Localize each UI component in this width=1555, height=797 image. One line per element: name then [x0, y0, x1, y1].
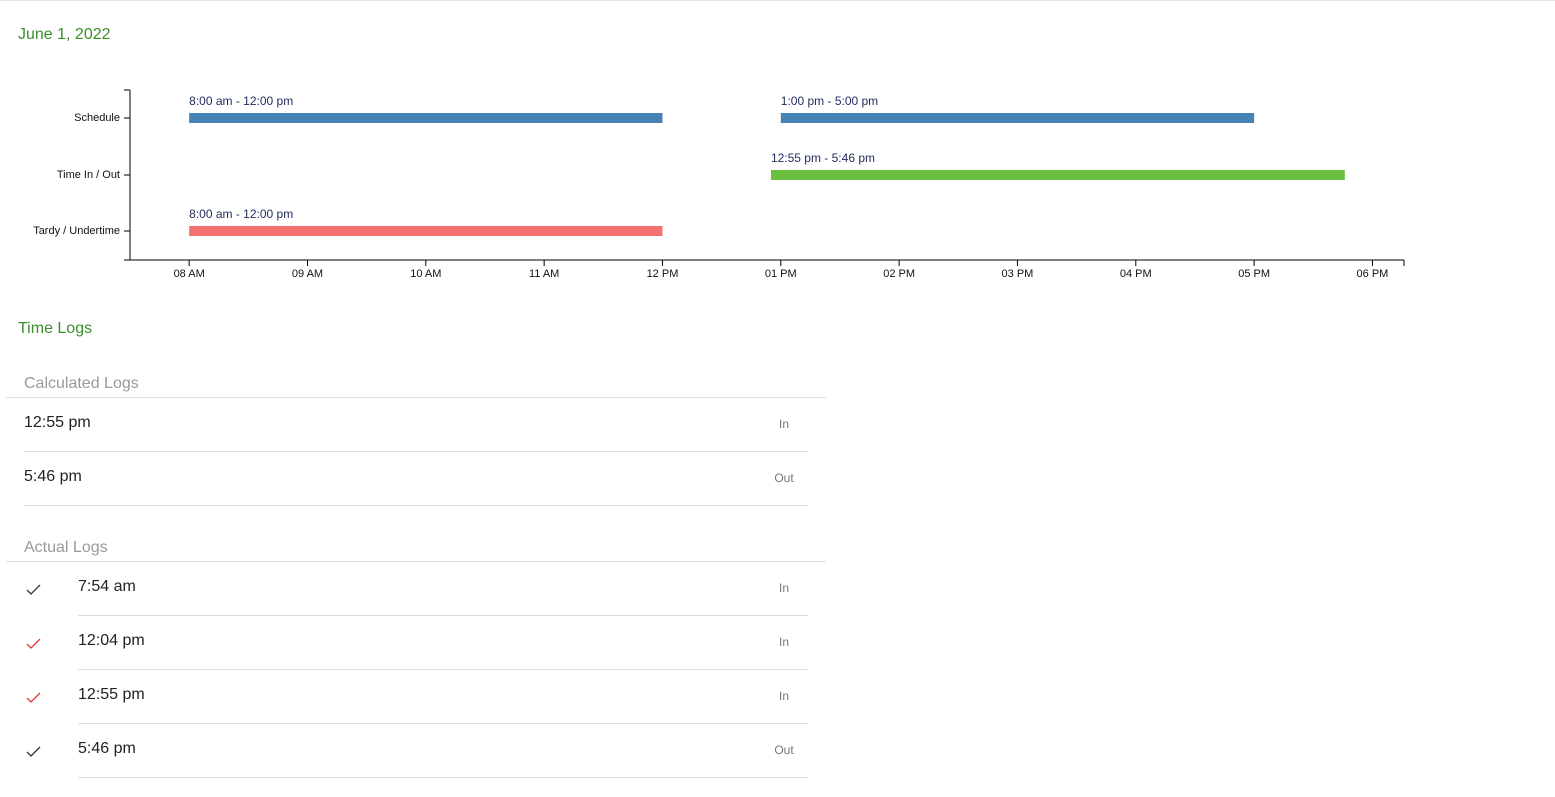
log-time: 5:46 pm — [24, 468, 82, 485]
subsection-title: Calculated Logs — [24, 375, 139, 392]
check — [26, 638, 41, 649]
log-type: In — [778, 689, 789, 703]
bar — [780, 113, 1255, 123]
x-tick-label: 10 AM — [410, 268, 441, 280]
divider — [6, 561, 826, 562]
x-tick-label: 09 AM — [292, 268, 323, 280]
log-time: 5:46 pm — [78, 740, 136, 757]
x-tick-label: 08 AM — [174, 268, 205, 280]
y-tick-label: Schedule — [74, 112, 120, 124]
x-tick-label: 01 PM — [765, 268, 797, 280]
row-divider — [78, 615, 808, 616]
row-divider — [24, 451, 808, 452]
divider — [6, 397, 826, 398]
check — [26, 746, 41, 757]
row-divider — [78, 777, 808, 778]
row-divider — [78, 723, 808, 724]
log-time: 12:55 pm — [24, 414, 91, 431]
check — [26, 692, 41, 703]
x-tick-label: 05 PM — [1238, 268, 1270, 280]
top-border — [0, 0, 1555, 1]
x-tick-label: 12 PM — [647, 268, 679, 280]
log-type: Out — [774, 743, 794, 757]
check-icon — [26, 746, 41, 757]
timeline-chart: 08 AM 09 AM 10 AM 11 AM 12 PM 01 PM 02 PM 03 PM… — [33, 89, 1405, 280]
bar-label: 12:55 pm - 5:46 pm — [771, 151, 875, 165]
log-type: In — [778, 635, 789, 649]
bar — [189, 226, 663, 236]
y-tick-label: Time In / Out — [57, 169, 120, 181]
bar — [189, 113, 663, 123]
bar-label: 1:00 pm - 5:00 pm — [781, 94, 878, 108]
log-time: 7:54 am — [78, 578, 136, 595]
bar-label: 8:00 am - 12:00 pm — [189, 94, 293, 108]
check-icon — [26, 638, 41, 649]
check-icon — [26, 692, 41, 703]
log-time: 12:55 pm — [78, 686, 145, 703]
x-tick-label: 03 PM — [1002, 268, 1034, 280]
log-type: Out — [774, 471, 794, 485]
row-divider — [24, 505, 808, 506]
subsection-title: Actual Logs — [24, 539, 108, 556]
log-time: 12:04 pm — [78, 632, 145, 649]
log-type: In — [778, 581, 789, 595]
y-tick-label: Tardy / Undertime — [33, 225, 120, 237]
x-tick-label: 11 AM — [529, 268, 559, 280]
log-type: In — [778, 417, 789, 431]
bar-label: 8:00 am - 12:00 pm — [189, 207, 293, 221]
row-divider — [78, 669, 808, 670]
check-icon — [26, 584, 41, 595]
section-title: Time Logs — [18, 320, 93, 337]
date-title: June 1, 2022 — [18, 26, 111, 43]
x-tick-label: 04 PM — [1120, 268, 1152, 280]
x-tick-label: 06 PM — [1357, 268, 1389, 280]
check — [26, 584, 41, 595]
x-tick-label: 02 PM — [883, 268, 915, 280]
bar — [770, 170, 1345, 180]
